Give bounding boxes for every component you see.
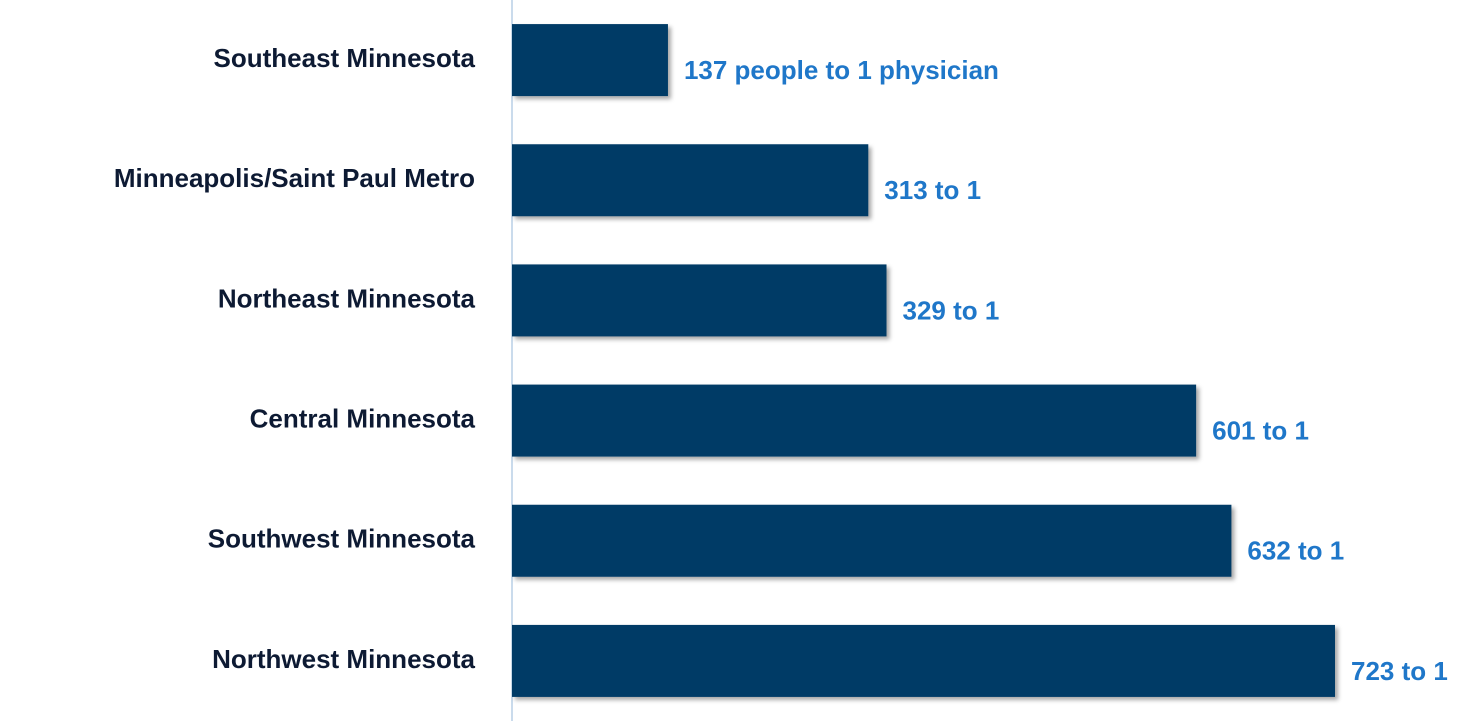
value-label: 723 to 1 bbox=[1351, 656, 1448, 686]
category-label: Minneapolis/Saint Paul Metro bbox=[114, 163, 475, 193]
category-label: Northeast Minnesota bbox=[218, 283, 476, 313]
bar bbox=[512, 624, 1335, 697]
bar bbox=[512, 504, 1232, 577]
value-label: 313 to 1 bbox=[884, 175, 981, 205]
category-label: Southeast Minnesota bbox=[214, 43, 476, 73]
category-label: Northwest Minnesota bbox=[212, 644, 475, 674]
bar bbox=[512, 144, 869, 217]
bar bbox=[512, 264, 887, 337]
bar bbox=[512, 384, 1197, 457]
category-label: Central Minnesota bbox=[250, 403, 476, 433]
value-label: 137 people to 1 physician bbox=[684, 55, 999, 85]
category-label: Southwest Minnesota bbox=[208, 524, 476, 554]
value-label: 601 to 1 bbox=[1212, 415, 1309, 445]
value-label: 632 to 1 bbox=[1247, 536, 1344, 566]
bar bbox=[512, 24, 668, 97]
value-label: 329 to 1 bbox=[903, 295, 1000, 325]
